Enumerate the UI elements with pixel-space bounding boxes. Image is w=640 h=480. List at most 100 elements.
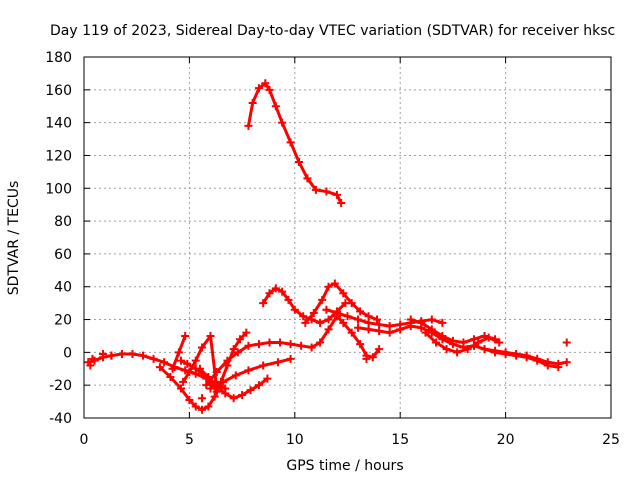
data-point <box>265 289 274 298</box>
data-point <box>448 336 457 345</box>
data-point <box>501 350 510 359</box>
data-point <box>244 121 253 130</box>
data-point <box>263 374 272 383</box>
data-point <box>229 394 238 403</box>
data-point <box>385 328 394 337</box>
data-point <box>311 185 320 194</box>
data-point <box>191 402 200 411</box>
data-point <box>512 351 521 360</box>
isolated-data-point <box>562 338 571 347</box>
y-tick-label: -40 <box>49 411 72 427</box>
data-point <box>259 361 268 370</box>
chart-title: Day 119 of 2023, Sidereal Day-to-day VTE… <box>50 23 615 39</box>
data-point <box>286 354 295 363</box>
y-tick-label: 140 <box>45 116 72 132</box>
data-point <box>297 341 306 350</box>
data-point <box>284 295 293 304</box>
data-point <box>299 312 308 321</box>
data-point <box>176 384 185 393</box>
data-point <box>427 315 436 324</box>
data-point <box>204 402 213 411</box>
tick-layer: 0 5 10 15 20 25 -40 -20 0 20 40 60 80 100 120 140 160 180 <box>45 50 620 448</box>
data-point <box>339 318 348 327</box>
y-tick-label: 0 <box>63 345 72 361</box>
data-point <box>463 345 472 354</box>
data-point <box>330 279 339 288</box>
data-point <box>474 338 483 347</box>
isolated-data-point <box>88 354 97 363</box>
x-tick-label: 20 <box>497 432 515 448</box>
series-layer <box>84 79 571 414</box>
data-point <box>332 308 341 317</box>
data-point <box>469 341 478 350</box>
x-tick-label: 0 <box>80 432 89 448</box>
data-point <box>278 287 287 296</box>
series-line-u-curve <box>181 334 219 390</box>
data-point <box>318 295 327 304</box>
data-point <box>290 305 299 314</box>
data-point <box>221 389 230 398</box>
y-tick-label: 160 <box>45 83 72 99</box>
data-point <box>160 358 169 367</box>
data-point <box>322 305 331 314</box>
data-point <box>339 289 348 298</box>
data-point <box>273 358 282 367</box>
series-line-mid-low <box>204 314 339 387</box>
data-point <box>533 356 542 365</box>
data-point <box>286 340 295 349</box>
isolated-data-point <box>86 361 95 370</box>
x-tick-label: 5 <box>185 432 194 448</box>
data-point <box>259 299 268 308</box>
data-point <box>223 356 232 365</box>
isolated-data-point <box>198 394 207 403</box>
data-point <box>432 338 441 347</box>
data-point <box>347 299 356 308</box>
data-point <box>364 325 373 334</box>
data-point <box>484 333 493 342</box>
data-point <box>176 356 185 365</box>
data-point <box>368 353 377 362</box>
data-point <box>185 368 194 377</box>
data-point <box>265 338 274 347</box>
data-point <box>174 348 183 357</box>
data-point <box>554 363 563 372</box>
x-tick-label: 15 <box>391 432 409 448</box>
data-point <box>128 350 137 359</box>
x-tick-label: 10 <box>286 432 304 448</box>
data-point <box>202 381 211 390</box>
data-point <box>301 318 310 327</box>
series-line-hump-1 <box>261 286 347 325</box>
y-tick-label: 180 <box>45 50 72 66</box>
data-point <box>375 345 384 354</box>
data-point <box>181 366 190 375</box>
data-point <box>356 307 365 316</box>
data-point <box>421 328 430 337</box>
data-point <box>278 118 287 127</box>
data-point <box>396 325 405 334</box>
data-point <box>117 350 126 359</box>
grid-layer <box>84 57 611 418</box>
data-point <box>309 308 318 317</box>
data-point <box>242 328 251 337</box>
data-point <box>181 331 190 340</box>
data-point <box>453 348 462 357</box>
data-point <box>212 368 221 377</box>
data-point <box>168 364 177 373</box>
y-tick-label: 60 <box>54 247 72 263</box>
data-point <box>316 338 325 347</box>
data-point <box>244 341 253 350</box>
data-point <box>459 338 468 347</box>
data-point <box>229 345 238 354</box>
data-point <box>427 325 436 334</box>
data-point <box>543 361 552 370</box>
data-point <box>354 323 363 332</box>
data-point <box>522 353 531 362</box>
data-point <box>332 190 341 199</box>
data-point <box>198 343 207 352</box>
data-point <box>271 102 280 111</box>
x-tick-label: 25 <box>602 432 620 448</box>
data-point <box>562 358 571 367</box>
data-point <box>254 84 263 93</box>
isolated-data-point <box>107 351 116 360</box>
data-point <box>417 318 426 327</box>
